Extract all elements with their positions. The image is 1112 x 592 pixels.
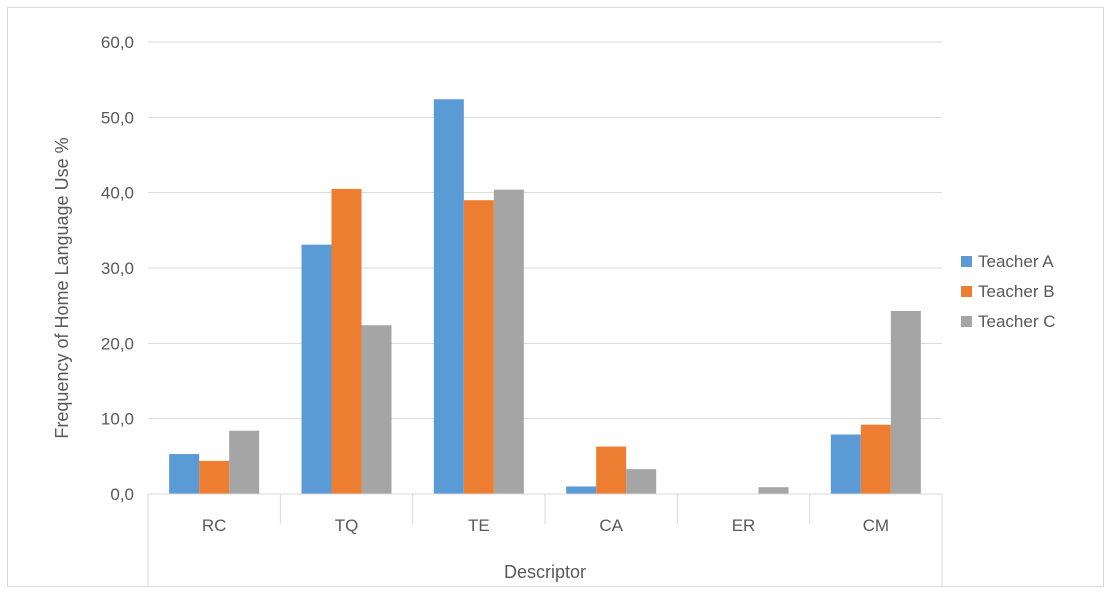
x-tick-label: ER — [732, 516, 756, 535]
x-axis — [147, 493, 943, 587]
bar-cm-teacher-a — [830, 434, 861, 494]
bar-ca-teacher-a — [566, 486, 597, 494]
y-axis-ticks: 0,0 10,0 20,0 30,0 40,0 50,0 60,0 — [101, 33, 134, 504]
bar-cm-teacher-c — [890, 310, 921, 494]
bar-rc-teacher-c — [229, 430, 260, 494]
bars — [169, 99, 921, 495]
bar-rc-teacher-a — [169, 454, 200, 494]
legend-label: Teacher C — [978, 312, 1055, 331]
gridlines — [148, 41, 942, 420]
x-tick-label: CA — [599, 516, 623, 535]
bar-tq-teacher-b — [331, 188, 362, 494]
bar-rc-teacher-b — [199, 460, 230, 494]
bar-ca-teacher-b — [596, 446, 627, 494]
legend: Teacher A Teacher B Teacher C — [961, 252, 1055, 331]
legend-swatch — [961, 286, 972, 297]
legend-swatch — [961, 256, 972, 267]
bar-er-teacher-c — [758, 487, 789, 494]
legend-label: Teacher A — [978, 252, 1054, 271]
bar-te-teacher-b — [463, 200, 494, 494]
bar-cm-teacher-b — [860, 424, 891, 494]
y-tick-label: 60,0 — [101, 33, 134, 52]
y-tick-label: 10,0 — [101, 410, 134, 429]
y-tick-label: 20,0 — [101, 334, 134, 353]
x-tick-label: TQ — [335, 516, 359, 535]
x-tick-label: CM — [863, 516, 889, 535]
legend-swatch — [961, 316, 972, 327]
y-tick-label: 0,0 — [110, 485, 134, 504]
x-tick-label: RC — [202, 516, 227, 535]
bar-tq-teacher-a — [301, 244, 332, 494]
x-tick-label: TE — [468, 516, 490, 535]
y-tick-label: 30,0 — [101, 259, 134, 278]
bar-te-teacher-a — [433, 99, 464, 495]
bar-tq-teacher-c — [361, 325, 392, 494]
bar-te-teacher-c — [493, 189, 524, 495]
bar-ca-teacher-c — [626, 469, 657, 494]
x-axis-title: Descriptor — [504, 562, 586, 582]
legend-label: Teacher B — [978, 282, 1055, 301]
y-tick-label: 50,0 — [101, 108, 134, 127]
y-axis-title: Frequency of Home Language Use % — [52, 137, 72, 438]
y-tick-label: 40,0 — [101, 184, 134, 203]
x-axis-ticks: RC TQ TE CA ER CM — [202, 516, 889, 535]
